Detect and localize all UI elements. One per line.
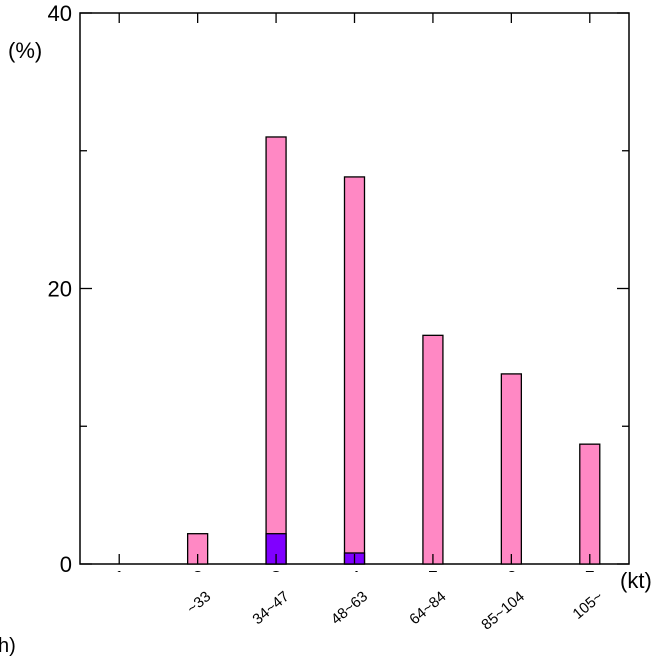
x-category-label: 64~84 [406,588,449,628]
panel-label: h) [0,635,16,656]
bar-total [343,176,366,565]
bar-layer [186,136,601,565]
x-category-label: ~33 [184,588,214,617]
y-tick-label: 0 [60,552,72,577]
x-category-label: 105~ [570,588,607,623]
y-axis-unit-label: (%) [8,38,42,63]
y-tick-label: 40 [48,1,72,26]
bar-total [422,334,444,565]
x-category-label: 48~63 [328,588,371,628]
text-layer: (%) (kt) h) [0,38,652,656]
bar-total [500,373,523,565]
label-mask [82,572,612,592]
bar-total [579,443,601,565]
y-tick-label: 20 [48,277,72,302]
bar-total [265,136,287,565]
x-category-label: 34~47 [249,588,292,628]
x-axis-unit-label: (kt) [620,568,652,593]
x-category-label: 85~104 [478,588,528,633]
